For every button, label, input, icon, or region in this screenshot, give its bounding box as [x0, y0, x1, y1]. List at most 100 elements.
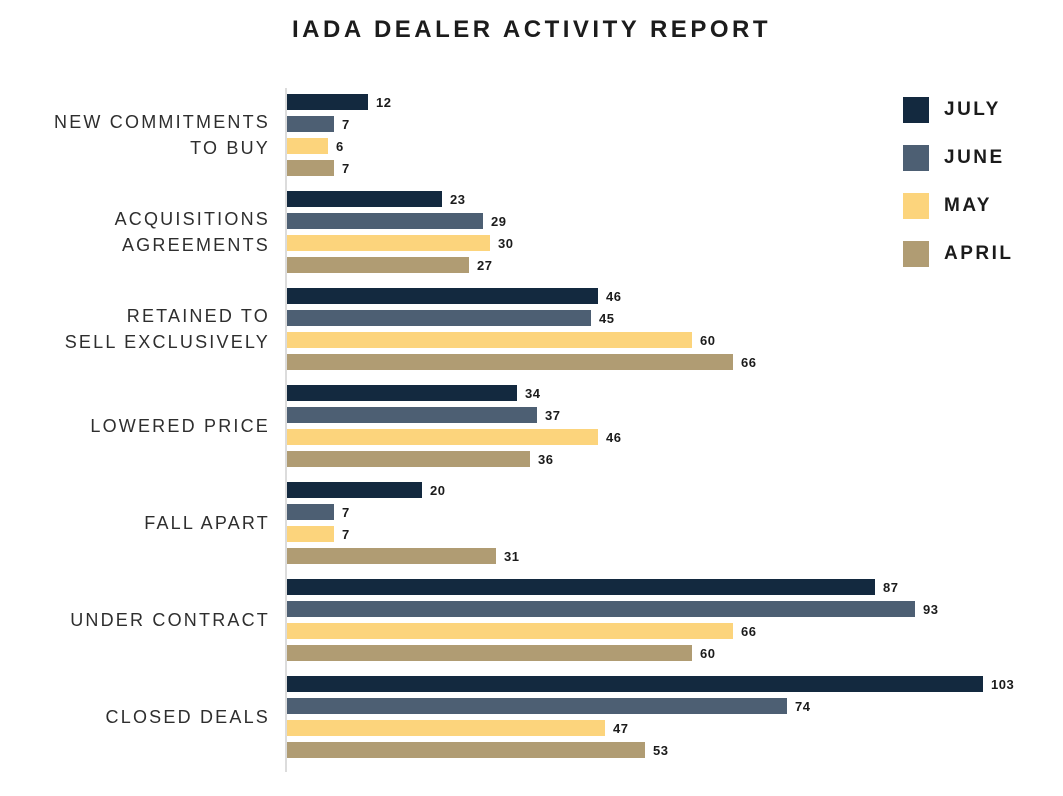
- legend-item-may: MAY: [903, 193, 1014, 219]
- value-label-july-closed-deals: 103: [991, 676, 1015, 692]
- legend-item-june: JUNE: [903, 145, 1014, 171]
- value-label-july-acquisitions-agreements: 23: [450, 191, 466, 207]
- bar-row-april-new-commitments-to-buy: 7: [287, 160, 1057, 176]
- bar-row-may-fall-apart: 7: [287, 526, 1057, 542]
- value-label-july-under-contract: 87: [883, 579, 899, 595]
- bar-group-under-contract: 87 93 66 60: [287, 579, 1057, 667]
- bar-may-lowered-price: [287, 429, 598, 445]
- bar-row-june-acquisitions-agreements: 29: [287, 213, 1057, 229]
- value-label-june-acquisitions-agreements: 29: [491, 213, 507, 229]
- bar-group-fall-apart: 20 7 7 31: [287, 482, 1057, 570]
- bar-july-lowered-price: [287, 385, 517, 401]
- value-label-june-lowered-price: 37: [545, 407, 561, 423]
- bar-row-july-fall-apart: 20: [287, 482, 1057, 498]
- bar-july-fall-apart: [287, 482, 422, 498]
- bar-row-may-lowered-price: 46: [287, 429, 1057, 445]
- bar-row-april-acquisitions-agreements: 27: [287, 257, 1057, 273]
- bar-may-under-contract: [287, 623, 733, 639]
- bar-row-june-retained-to-sell-exclusively: 45: [287, 310, 1057, 326]
- category-label-acquisitions-agreements: ACQUISITIONS AGREEMENTS: [114, 209, 270, 255]
- value-label-may-fall-apart: 7: [342, 526, 350, 542]
- bar-row-june-under-contract: 93: [287, 601, 1057, 617]
- bar-june-under-contract: [287, 601, 915, 617]
- legend-label-june: JUNE: [944, 147, 1005, 168]
- value-label-april-closed-deals: 53: [653, 742, 669, 758]
- legend-label-may: MAY: [944, 195, 992, 216]
- bar-row-july-lowered-price: 34: [287, 385, 1057, 401]
- legend-item-april: APRIL: [903, 241, 1014, 267]
- chart-title: IADA DEALER ACTIVITY REPORT: [292, 16, 771, 43]
- bar-row-april-closed-deals: 53: [287, 742, 1057, 758]
- bar-april-under-contract: [287, 645, 692, 661]
- value-label-april-under-contract: 60: [700, 645, 716, 661]
- bar-may-acquisitions-agreements: [287, 235, 490, 251]
- value-label-april-lowered-price: 36: [538, 451, 554, 467]
- value-label-may-retained-to-sell-exclusively: 60: [700, 332, 716, 348]
- bar-row-july-retained-to-sell-exclusively: 46: [287, 288, 1057, 304]
- value-label-june-new-commitments-to-buy: 7: [342, 116, 350, 132]
- value-label-july-retained-to-sell-exclusively: 46: [606, 288, 622, 304]
- value-label-april-retained-to-sell-exclusively: 66: [741, 354, 757, 370]
- bar-april-acquisitions-agreements: [287, 257, 469, 273]
- july-swatch-icon: [903, 97, 929, 123]
- bar-row-june-fall-apart: 7: [287, 504, 1057, 520]
- bar-row-april-retained-to-sell-exclusively: 66: [287, 354, 1057, 370]
- bar-april-closed-deals: [287, 742, 645, 758]
- bar-group-closed-deals: 103 74 47 53: [287, 676, 1057, 764]
- category-label-lowered-price: LOWERED PRICE: [90, 416, 270, 436]
- category-label-closed-deals: CLOSED DEALS: [105, 707, 270, 727]
- value-label-april-new-commitments-to-buy: 7: [342, 160, 350, 176]
- legend-label-april: APRIL: [944, 243, 1014, 264]
- bar-group-acquisitions-agreements: 23 29 30 27: [287, 191, 1057, 279]
- bar-april-lowered-price: [287, 451, 530, 467]
- value-label-july-new-commitments-to-buy: 12: [376, 94, 392, 110]
- legend: JULY JUNE MAY APRIL: [903, 97, 1014, 289]
- value-label-july-lowered-price: 34: [525, 385, 541, 401]
- bar-june-closed-deals: [287, 698, 787, 714]
- bar-row-july-closed-deals: 103: [287, 676, 1057, 692]
- bar-may-retained-to-sell-exclusively: [287, 332, 692, 348]
- bar-june-acquisitions-agreements: [287, 213, 483, 229]
- legend-item-july: JULY: [903, 97, 1014, 123]
- bar-group-retained-to-sell-exclusively: 46 45 60 66: [287, 288, 1057, 376]
- bar-may-fall-apart: [287, 526, 334, 542]
- category-label-fall-apart: FALL APART: [144, 513, 270, 533]
- bar-june-fall-apart: [287, 504, 334, 520]
- value-label-june-retained-to-sell-exclusively: 45: [599, 310, 615, 326]
- june-swatch-icon: [903, 145, 929, 171]
- bar-group-lowered-price: 34 37 46 36: [287, 385, 1057, 473]
- may-swatch-icon: [903, 193, 929, 219]
- bar-row-june-closed-deals: 74: [287, 698, 1057, 714]
- bar-july-under-contract: [287, 579, 875, 595]
- april-swatch-icon: [903, 241, 929, 267]
- bar-may-closed-deals: [287, 720, 605, 736]
- bar-july-acquisitions-agreements: [287, 191, 442, 207]
- bar-june-retained-to-sell-exclusively: [287, 310, 591, 326]
- bar-groups: 12 7 6 7 23 29 30 27 46 45 60 66 34 37 46 36 20 7 7 31 87 93 6…: [287, 94, 1057, 774]
- value-label-may-acquisitions-agreements: 30: [498, 235, 514, 251]
- category-label-new-commitments-to-buy: NEW COMMITMENTS TO BUY: [54, 112, 270, 158]
- bar-row-july-acquisitions-agreements: 23: [287, 191, 1057, 207]
- bar-july-retained-to-sell-exclusively: [287, 288, 598, 304]
- value-label-april-acquisitions-agreements: 27: [477, 257, 493, 273]
- y-axis-line: [285, 88, 287, 772]
- bar-june-lowered-price: [287, 407, 537, 423]
- value-label-may-new-commitments-to-buy: 6: [336, 138, 344, 154]
- bar-april-fall-apart: [287, 548, 496, 564]
- bar-row-april-lowered-price: 36: [287, 451, 1057, 467]
- bar-row-june-new-commitments-to-buy: 7: [287, 116, 1057, 132]
- bar-row-may-closed-deals: 47: [287, 720, 1057, 736]
- legend-label-july: JULY: [944, 99, 1001, 120]
- value-label-may-closed-deals: 47: [613, 720, 629, 736]
- bar-group-new-commitments-to-buy: 12 7 6 7: [287, 94, 1057, 182]
- value-label-may-under-contract: 66: [741, 623, 757, 639]
- value-label-april-fall-apart: 31: [504, 548, 520, 564]
- bar-row-may-under-contract: 66: [287, 623, 1057, 639]
- bar-june-new-commitments-to-buy: [287, 116, 334, 132]
- bar-april-retained-to-sell-exclusively: [287, 354, 733, 370]
- bar-row-june-lowered-price: 37: [287, 407, 1057, 423]
- value-label-june-fall-apart: 7: [342, 504, 350, 520]
- bar-april-new-commitments-to-buy: [287, 160, 334, 176]
- category-labels: NEW COMMITMENTS TO BUY ACQUISITIONS AGREEME…: [0, 94, 270, 774]
